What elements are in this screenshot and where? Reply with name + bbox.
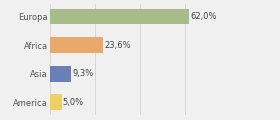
Text: 9,3%: 9,3% [72,69,94,78]
Bar [50,37,103,53]
Text: 23,6%: 23,6% [104,41,131,50]
Bar [50,94,62,110]
Bar [50,9,189,24]
Text: 62,0%: 62,0% [190,12,217,21]
Text: 5,0%: 5,0% [63,98,84,107]
Bar [50,66,71,82]
